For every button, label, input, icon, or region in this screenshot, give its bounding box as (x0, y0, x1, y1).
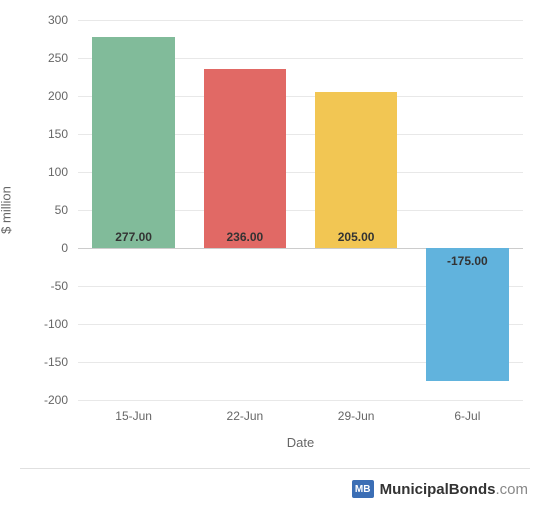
x-axis-title: Date (287, 435, 314, 450)
y-tick-label: 50 (55, 203, 68, 217)
y-tick-label: -150 (44, 355, 68, 369)
x-tick-label: 29-Jun (338, 409, 375, 423)
brand-logo-icon: MB (352, 480, 374, 498)
footer-divider (20, 468, 530, 469)
bar-value-label: 236.00 (204, 230, 286, 244)
y-tick-label: 300 (48, 13, 68, 27)
y-tick-label: 150 (48, 127, 68, 141)
y-tick-label: -50 (51, 279, 68, 293)
bar (92, 37, 174, 248)
plot-area: 277.00 236.00 205.00 -175.00 (78, 20, 523, 400)
bar-value-label: -175.00 (426, 254, 508, 268)
x-tick-label: 15-Jun (115, 409, 152, 423)
bar (315, 92, 397, 248)
brand-suffix: .com (495, 481, 528, 498)
bar-value-label: 277.00 (92, 230, 174, 244)
y-tick-label: -200 (44, 393, 68, 407)
y-tick-label: 200 (48, 89, 68, 103)
brand-name: MunicipalBonds (380, 481, 496, 498)
brand-text: MunicipalBonds.com (380, 481, 528, 498)
y-axis-title: $ million (0, 186, 14, 234)
y-axis: $ million -200-150-100-50050100150200250… (18, 20, 76, 400)
y-tick-label: 100 (48, 165, 68, 179)
y-tick-label: -100 (44, 317, 68, 331)
x-axis: Date 15-Jun22-Jun29-Jun6-Jul (78, 405, 523, 445)
x-tick-label: 6-Jul (454, 409, 480, 423)
x-tick-label: 22-Jun (227, 409, 264, 423)
y-tick-label: 250 (48, 51, 68, 65)
footer-brand: MB MunicipalBonds.com (352, 480, 528, 498)
bar-value-label: 205.00 (315, 230, 397, 244)
y-tick-label: 0 (61, 241, 68, 255)
gridline (78, 20, 523, 21)
gridline (78, 400, 523, 401)
bar (204, 69, 286, 248)
bar-chart: $ million -200-150-100-50050100150200250… (18, 10, 533, 440)
